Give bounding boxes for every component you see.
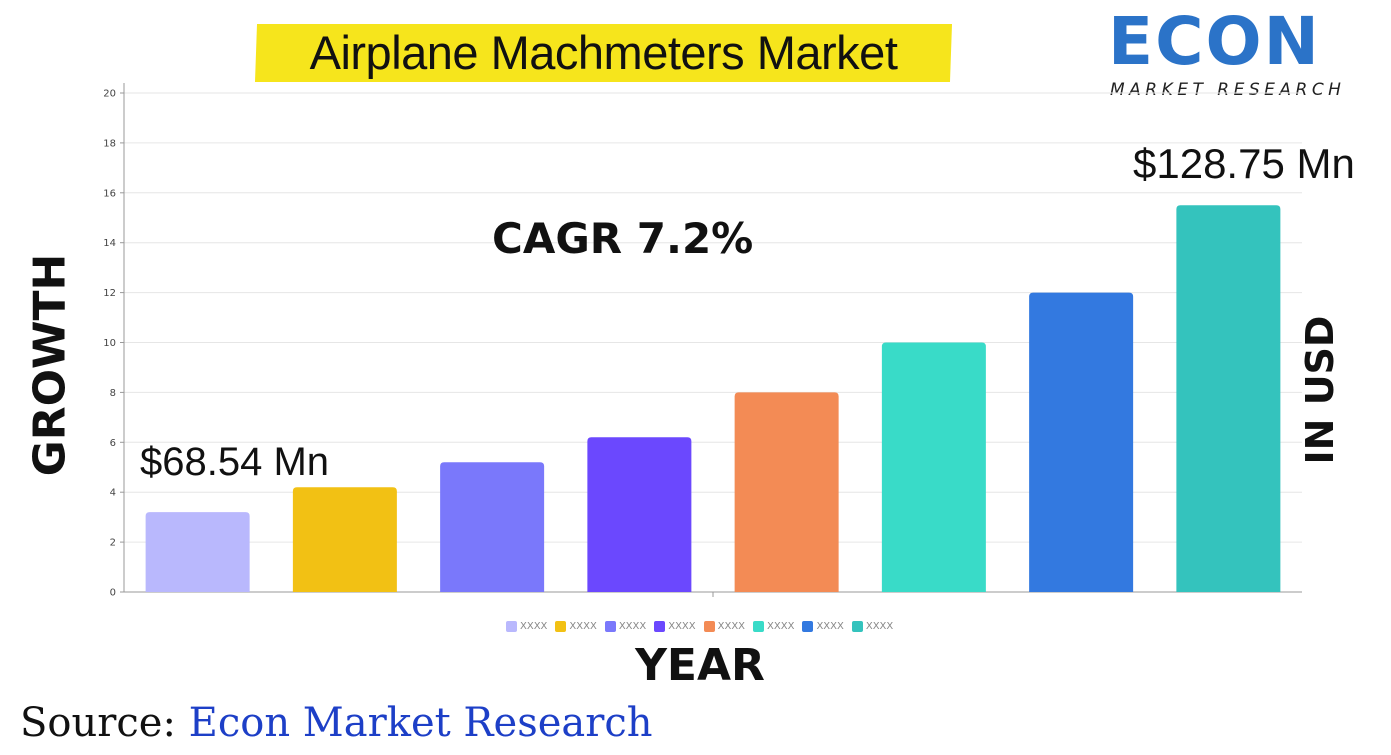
econ-logo: ECON MARKET RESEARCH bbox=[1108, 6, 1368, 102]
bar-4 bbox=[734, 392, 839, 592]
bar-5 bbox=[881, 342, 986, 592]
bar-6 bbox=[1029, 292, 1134, 592]
legend-item-1[interactable]: XXXX bbox=[555, 621, 597, 632]
y-tick-label-8: 16 bbox=[103, 188, 116, 199]
bar-2 bbox=[440, 462, 545, 592]
legend-label-7: XXXX bbox=[865, 621, 894, 632]
legend-swatch-6 bbox=[802, 621, 814, 632]
chart-legend: XXXX XXXX XXXX XXXX XXXX XXXX XXXX XXXX bbox=[506, 621, 893, 632]
y-tick-label-4: 8 bbox=[110, 388, 116, 399]
legend-item-6[interactable]: XXXX bbox=[802, 621, 844, 632]
source-prefix: Source: bbox=[20, 700, 189, 746]
source-line: Source: Econ Market Research bbox=[20, 700, 653, 746]
y-tick-label-3: 6 bbox=[110, 438, 116, 449]
legend-label-2: XXXX bbox=[618, 621, 647, 632]
legend-label-3: XXXX bbox=[668, 621, 696, 632]
cagr-label: CAGR 7.2% bbox=[492, 214, 754, 263]
legend-swatch-5 bbox=[753, 621, 765, 632]
legend-label-4: XXXX bbox=[717, 621, 746, 632]
legend-item-3[interactable]: XXXX bbox=[654, 621, 696, 632]
legend-item-7[interactable]: XXXX bbox=[851, 621, 894, 632]
end-value-annotation: $128.75 Mn bbox=[1133, 140, 1355, 187]
bar-7 bbox=[1176, 205, 1281, 592]
logo-sub-text: MARKET RESEARCH bbox=[1110, 80, 1346, 100]
legend-swatch-7 bbox=[851, 621, 863, 632]
y-tick-label-5: 10 bbox=[103, 338, 116, 349]
source-name: Econ Market Research bbox=[188, 700, 653, 746]
legend-swatch-2 bbox=[604, 621, 616, 632]
y-tick-label-9: 18 bbox=[103, 138, 116, 149]
y-tick-label-2: 4 bbox=[110, 488, 116, 499]
y-tick-label-0: 0 bbox=[110, 588, 116, 599]
legend-label-5: XXXX bbox=[767, 621, 795, 632]
bar-1 bbox=[292, 487, 397, 592]
legend-swatch-3 bbox=[654, 621, 666, 632]
legend-item-4[interactable]: XXXX bbox=[703, 621, 746, 632]
legend-item-0[interactable]: XXXX bbox=[506, 621, 547, 632]
y-tick-label-7: 14 bbox=[103, 238, 116, 249]
legend-swatch-1 bbox=[555, 621, 567, 632]
x-axis-label: YEAR bbox=[635, 640, 765, 691]
y-tick-label-1: 2 bbox=[110, 538, 116, 549]
logo-main-text: ECON bbox=[1108, 3, 1321, 80]
y-tick-label-6: 12 bbox=[103, 288, 116, 299]
bar-0 bbox=[145, 512, 250, 592]
start-value-annotation: $68.54 Mn bbox=[140, 440, 330, 484]
legend-label-6: XXXX bbox=[816, 621, 844, 632]
chart-title: Airplane Machmeters Market bbox=[309, 26, 898, 79]
legend-swatch-0 bbox=[506, 621, 517, 632]
legend-item-2[interactable]: XXXX bbox=[604, 621, 647, 632]
legend-label-1: XXXX bbox=[569, 621, 597, 632]
bar-3 bbox=[587, 437, 692, 592]
legend-label-0: XXXX bbox=[520, 621, 548, 632]
legend-swatch-4 bbox=[703, 621, 715, 632]
y-tick-label-10: 20 bbox=[103, 89, 116, 100]
legend-item-5[interactable]: XXXX bbox=[753, 621, 794, 632]
